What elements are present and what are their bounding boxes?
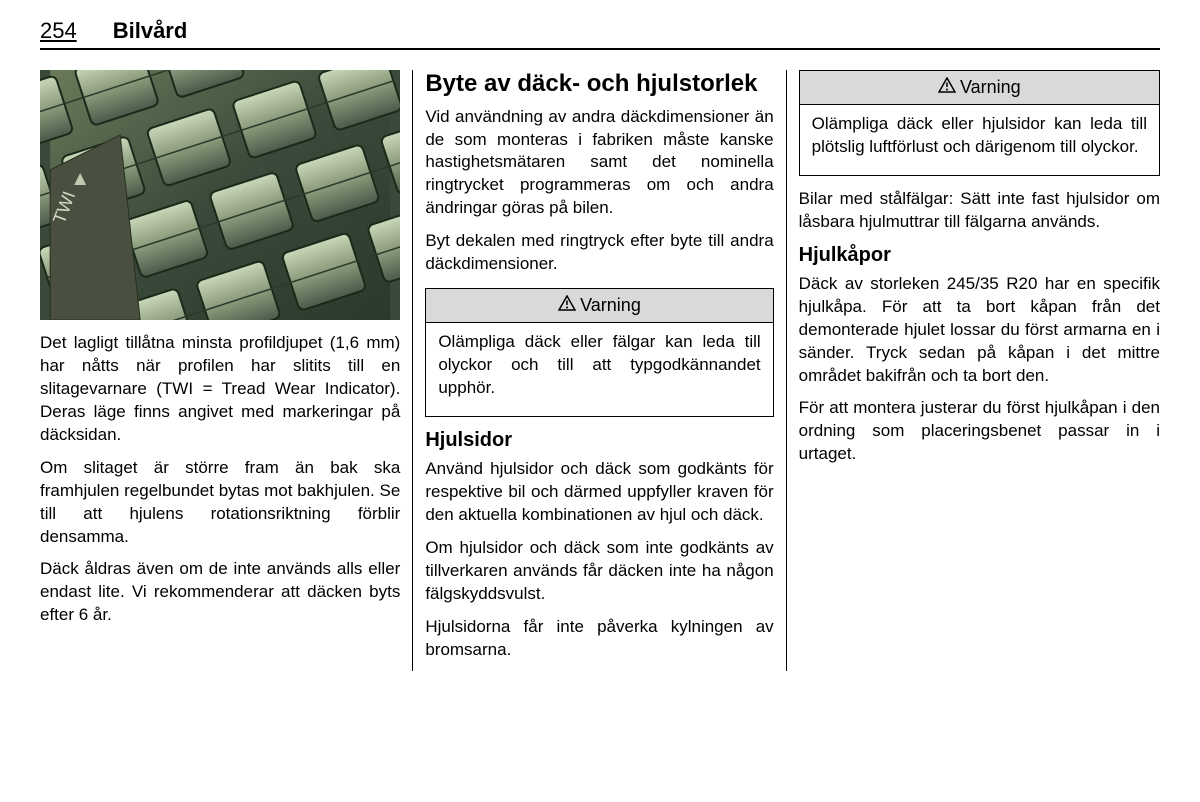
col3-para-1: Bilar med stålfälgar: Sätt inte fast hju…	[799, 188, 1160, 234]
column-1: TWI Det lagligt tillåtna minsta profildj…	[40, 70, 413, 671]
col1-para-2: Om slitaget är större fram än bak ska fr…	[40, 457, 400, 549]
warning-box-1: Varning Olämpliga däck eller fälgar kan …	[425, 288, 773, 417]
page-number: 254	[40, 18, 77, 44]
chapter-title: Bilvård	[113, 18, 188, 44]
warning-icon	[938, 77, 956, 98]
column-2: Byte av däck- och hjulstorlek Vid använd…	[413, 70, 786, 671]
warning-body: Olämpliga däck eller hjulsidor kan leda …	[800, 105, 1159, 175]
content-columns: TWI Det lagligt tillåtna minsta profildj…	[40, 70, 1160, 671]
col2-para-1: Vid användning av andra däckdimensioner …	[425, 106, 773, 221]
col1-para-1: Det lagligt tillåtna minsta profildjupet…	[40, 332, 400, 447]
warning-box-2: Varning Olämpliga däck eller hjulsidor k…	[799, 70, 1160, 176]
warning-title: Varning	[960, 77, 1021, 98]
col2-para-5: Hjulsidorna får inte påverka kylningen a…	[425, 616, 773, 662]
col2-heading-2: Hjulsidor	[425, 429, 773, 452]
col2-para-2: Byt dekalen med ringtryck efter byte til…	[425, 230, 773, 276]
warning-title: Varning	[580, 295, 641, 316]
warning-body: Olämpliga däck eller fälgar kan leda til…	[426, 323, 772, 416]
col2-heading-1: Byte av däck- och hjulstorlek	[425, 70, 773, 98]
col3-para-3: För att montera justerar du först hjulkå…	[799, 397, 1160, 466]
warning-header: Varning	[426, 289, 772, 323]
warning-icon	[558, 295, 576, 316]
warning-header: Varning	[800, 71, 1159, 105]
col2-para-4: Om hjulsidor och däck som inte godkänts …	[425, 537, 773, 606]
column-3: Varning Olämpliga däck eller hjulsidor k…	[787, 70, 1160, 671]
col3-para-2: Däck av storleken 245/35 R20 har en spec…	[799, 273, 1160, 388]
page-header: 254 Bilvård	[40, 18, 1160, 50]
col2-para-3: Använd hjulsidor och däck som godkänts f…	[425, 458, 773, 527]
col3-heading-1: Hjulkåpor	[799, 244, 1160, 267]
col1-para-3: Däck åldras även om de inte används alls…	[40, 558, 400, 627]
tire-tread-image: TWI	[40, 70, 400, 320]
